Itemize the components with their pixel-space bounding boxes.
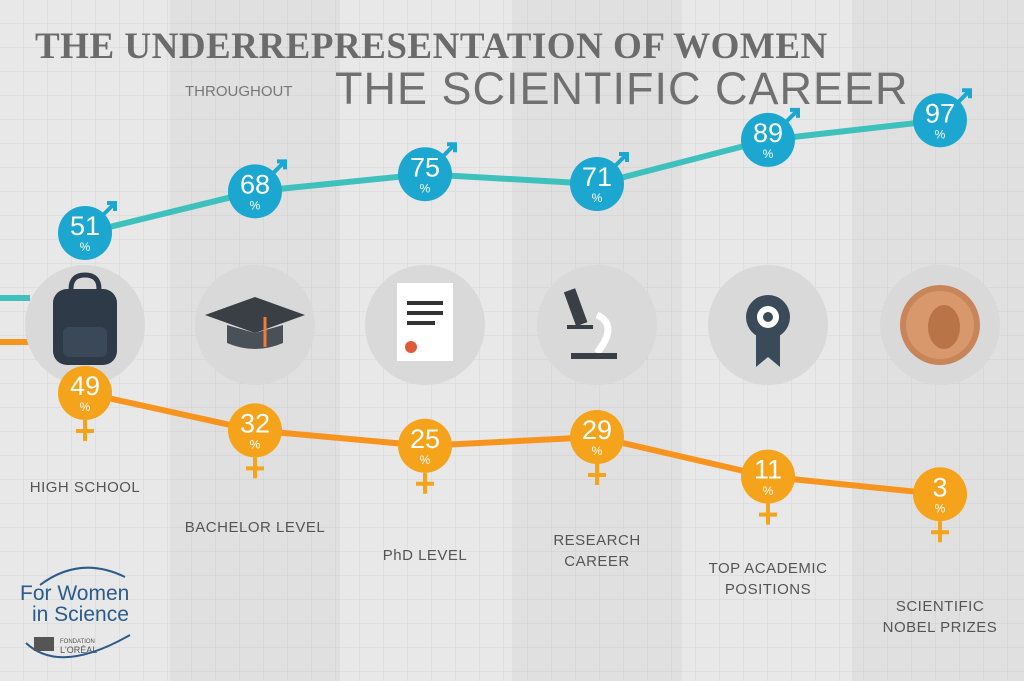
value-label: 11 [754, 455, 782, 485]
subtitle-small: THROUGHOUT [185, 83, 293, 100]
male-symbol [784, 107, 800, 124]
unit-label: % [592, 191, 603, 205]
value-label: 32 [240, 409, 270, 439]
data-point: 11% [741, 449, 795, 525]
data-point: 49% [58, 366, 112, 441]
unit-label: % [592, 444, 603, 458]
point-circle [570, 410, 624, 464]
point-circle [58, 206, 112, 260]
category-label: HIGH SCHOOL [29, 479, 141, 496]
value-label: 49 [70, 371, 100, 401]
unit-label: % [935, 127, 946, 141]
value-label: 29 [582, 415, 612, 445]
series-line [84, 390, 941, 498]
unit-label: % [420, 453, 431, 467]
category-label: BACHELOR LEVEL [184, 519, 326, 536]
value-label: 97 [925, 98, 955, 128]
point-circle [913, 93, 967, 148]
subtitle: THE SCIENTIFIC CAREER [335, 63, 909, 114]
icon-backpack [25, 265, 145, 385]
male-symbol [613, 152, 629, 168]
value-label: 68 [240, 169, 270, 199]
female-symbol [76, 420, 94, 441]
unit-label: % [80, 400, 91, 414]
title: THE UNDERREPRESENTATION OF WOMEN [35, 26, 828, 67]
data-point: 89% [741, 107, 800, 167]
icon-cap [195, 265, 315, 385]
male-symbol [441, 142, 457, 158]
category-label: TOP ACADEMIC POSITIONS [708, 560, 828, 598]
point-circle [913, 467, 967, 522]
point-circle [741, 112, 795, 167]
point-circle [228, 164, 282, 219]
data-point: 25% [398, 418, 452, 494]
female-symbol [246, 457, 264, 479]
male-symbol [101, 201, 117, 217]
data-point: 71% [570, 152, 629, 211]
category-label: SCIENTIFIC NOBEL PRIZES [882, 598, 998, 636]
unit-label: % [935, 501, 946, 515]
data-point: 32% [228, 403, 282, 479]
value-label: 75 [410, 152, 440, 182]
point-circle [398, 418, 452, 473]
point-circle [228, 403, 282, 458]
unit-label: % [250, 438, 261, 452]
icons [25, 265, 1000, 385]
female-symbol [759, 503, 777, 525]
value-label: 89 [753, 118, 783, 148]
logo-line1: For Women [20, 582, 129, 605]
female-symbol [588, 464, 606, 485]
value-label: 3 [932, 472, 947, 502]
value-label: 71 [582, 162, 612, 192]
unit-label: % [763, 484, 774, 498]
icon-microscope [537, 265, 657, 385]
data-point: 29% [570, 410, 624, 485]
unit-label: % [80, 240, 91, 254]
unit-label: % [250, 199, 261, 213]
data-point: 51% [58, 201, 117, 260]
logo-foundation: FONDATION [60, 639, 95, 645]
icon-diploma [365, 265, 485, 385]
icon-medal [708, 265, 828, 385]
value-label: 25 [410, 424, 440, 454]
series-line [84, 117, 941, 236]
female-symbol [416, 472, 434, 494]
logo: For Women in Science FONDATION L'ORÉAL [20, 566, 131, 659]
data-point: 97% [913, 88, 972, 148]
category-label: PhD LEVEL [382, 547, 468, 564]
data-point: 68% [228, 159, 287, 219]
data-point: 75% [398, 142, 457, 202]
point-circle [58, 366, 112, 420]
point-circle [741, 449, 795, 504]
female-symbol [931, 521, 949, 543]
point-circle [570, 157, 624, 211]
unit-label: % [763, 147, 774, 161]
category-label: RESEARCH CAREER [553, 532, 641, 570]
male-symbol [271, 159, 287, 175]
unit-label: % [420, 181, 431, 195]
data-point: 3% [913, 467, 967, 543]
value-label: 51 [70, 211, 100, 241]
point-circle [398, 147, 452, 202]
logo-brand: L'ORÉAL [60, 645, 97, 655]
logo-line2: in Science [32, 603, 129, 626]
male-symbol [956, 88, 972, 104]
icon-nobel [880, 265, 1000, 385]
